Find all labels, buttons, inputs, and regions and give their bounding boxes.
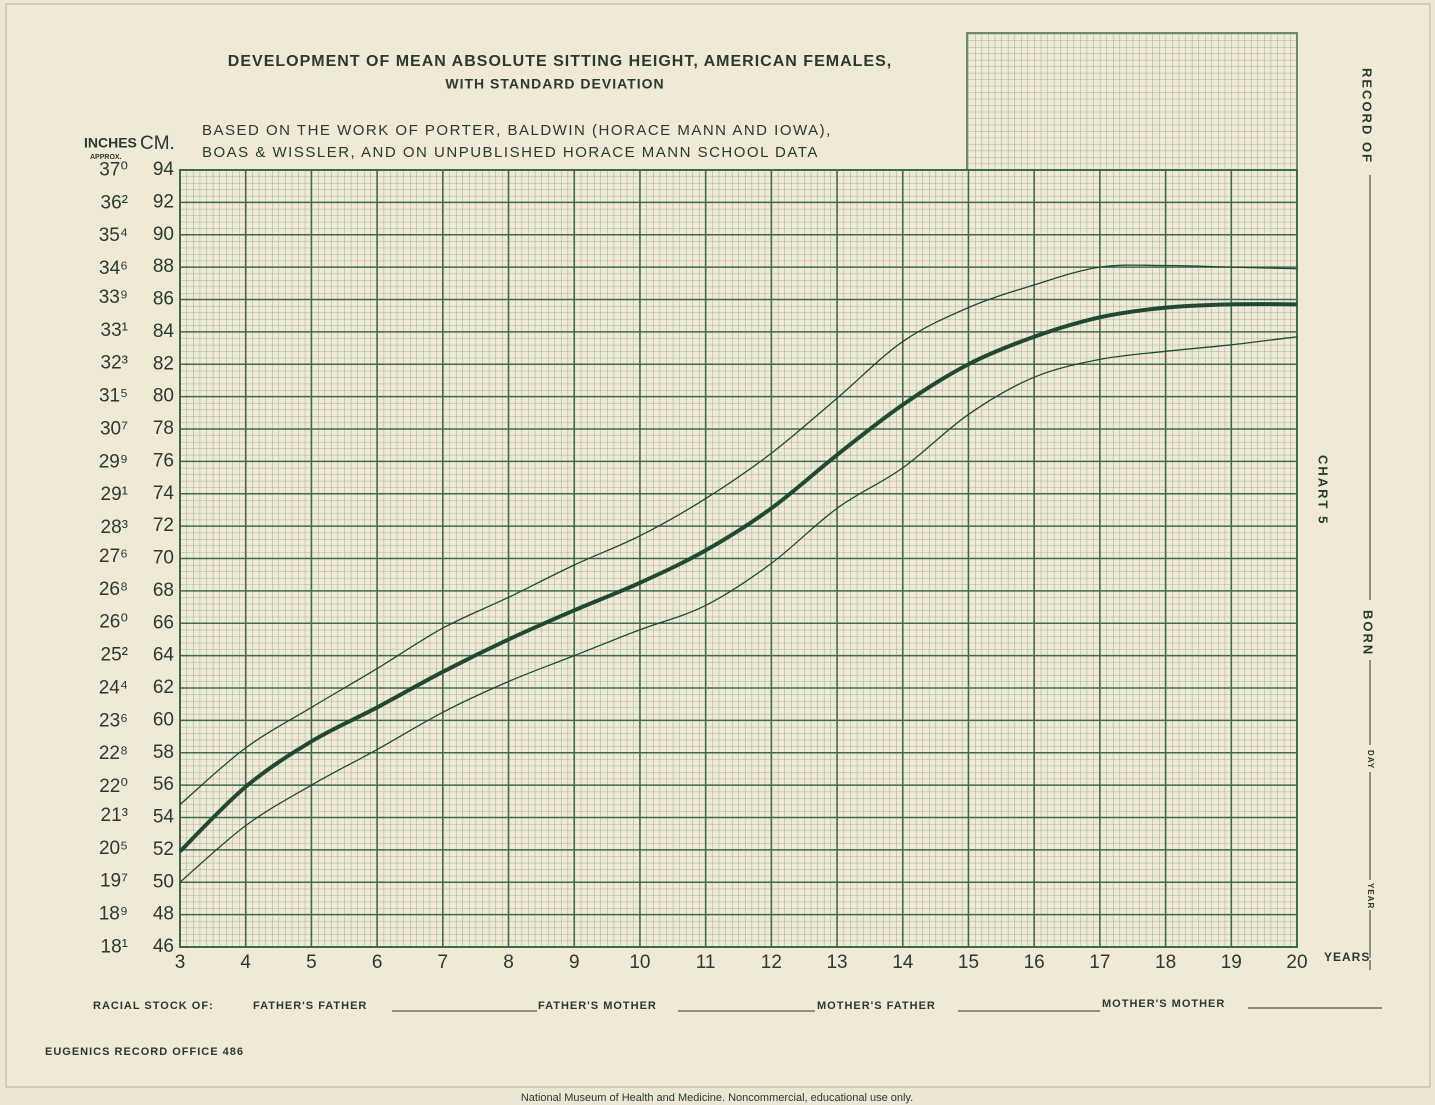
y-tick-label: 70 [153,548,174,569]
y2-tick-label: 33⁹ [99,287,128,308]
y-tick-label: 68 [153,580,174,601]
y-tick-label: 62 [153,677,174,698]
y2-tick-label: 35⁴ [99,225,128,246]
x-axis-label: YEARS [1324,950,1370,964]
x-tick-label: 18 [1155,952,1176,973]
y-tick-label: 84 [153,321,175,342]
record-of: RECORD OF [1360,68,1375,164]
y-tick-label: 82 [153,353,174,374]
chart-title: DEVELOPMENT OF MEAN ABSOLUTE SITTING HEI… [228,53,892,70]
y2-tick-label: 27⁶ [99,546,128,567]
extension-grid [966,32,1298,171]
y-tick-label: 64 [153,645,175,666]
credit: National Museum of Health and Medicine. … [521,1092,913,1104]
y2-tick-label: 28³ [101,517,128,538]
y2-axis-label: INCHES [84,135,137,151]
y2-tick-label: 29¹ [101,484,128,505]
y2-tick-label: 18¹ [101,936,128,957]
fathers-father: FATHER'S FATHER [253,1000,367,1012]
y-tick-label: 76 [153,450,174,471]
y-tick-label: 78 [153,418,174,439]
y2-axis-sublabel: APPROX. [90,154,122,161]
year: YEAR [1366,883,1375,909]
x-tick-label: 4 [240,952,251,973]
y-tick-label: 54 [153,807,175,828]
y-tick-label: 56 [153,774,174,795]
x-tick-label: 17 [1089,952,1110,973]
y2-tick-label: 33¹ [101,320,128,341]
y-tick-label: 66 [153,612,174,633]
y2-tick-label: 34⁶ [99,258,128,279]
y2-tick-label: 30⁷ [100,418,128,439]
y-axis-label: CM. [140,133,175,154]
x-tick-label: 3 [175,952,186,973]
y2-tick-label: 26⁰ [99,612,128,633]
subtitle: BOAS & WISSLER, AND ON UNPUBLISHED HORAC… [202,144,819,161]
x-tick-label: 12 [761,952,782,973]
y2-tick-label: 19⁷ [100,871,128,892]
y-tick-label: 48 [153,904,174,925]
fathers-mother: FATHER'S MOTHER [538,1000,657,1012]
x-tick-label: 19 [1221,952,1242,973]
y-tick-label: 50 [153,871,174,892]
x-tick-label: 10 [629,952,650,973]
y-tick-label: 74 [153,483,175,504]
x-tick-label: 14 [892,952,914,973]
line [179,336,1298,883]
y-tick-label: 72 [153,515,174,536]
day: DAY [1366,750,1375,769]
plot-frame [179,169,1298,948]
y-tick-label: 94 [153,159,175,180]
line [179,264,1298,806]
y2-tick-label: 23⁶ [99,710,128,731]
racial-stock: RACIAL STOCK OF: [93,1000,214,1012]
mothers-father: MOTHER'S FATHER [817,1000,936,1012]
office: EUGENICS RECORD OFFICE 486 [45,1046,244,1058]
y-tick-label: 86 [153,289,174,310]
x-tick-label: 5 [306,952,317,973]
x-tick-label: 13 [826,952,847,973]
chart-title: WITH STANDARD DEVIATION [445,76,664,92]
x-tick-label: 6 [372,952,383,973]
y2-tick-label: 36² [101,192,128,213]
y2-tick-label: 25² [101,645,128,666]
y2-tick-label: 31⁵ [99,386,128,407]
x-tick-label: 8 [503,952,514,973]
x-tick-label: 15 [958,952,979,973]
y2-tick-label: 29⁹ [99,451,128,472]
mothers-mother: MOTHER'S MOTHER [1102,998,1225,1010]
y-tick-label: 80 [153,386,174,407]
x-tick-label: 11 [696,952,716,973]
y-tick-label: 88 [153,256,174,277]
y2-tick-label: 22⁰ [99,776,128,797]
y2-tick-label: 37⁰ [99,159,128,180]
y-tick-label: 92 [153,191,174,212]
y-tick-label: 58 [153,742,174,763]
y2-tick-label: 32³ [101,353,128,374]
born: BORN [1361,610,1376,656]
y2-tick-label: 21³ [101,805,128,826]
x-tick-label: 16 [1024,952,1045,973]
y2-tick-label: 20⁵ [99,838,128,859]
line [178,302,1298,853]
y-tick-label: 90 [153,224,174,245]
y2-tick-label: 18⁹ [99,904,128,925]
x-tick-label: 20 [1286,952,1307,973]
x-tick-label: 9 [569,952,580,973]
y-tick-label: 46 [153,936,174,957]
subtitle: BASED ON THE WORK OF PORTER, BALDWIN (HO… [202,122,832,139]
y2-tick-label: 24⁴ [99,677,128,698]
y2-tick-label: 26⁸ [99,579,128,600]
chart-number: CHART 5 [1316,455,1331,525]
x-tick-label: 7 [438,952,449,973]
y-tick-label: 60 [153,709,174,730]
y2-tick-label: 22⁸ [99,743,128,764]
y-tick-label: 52 [153,839,174,860]
